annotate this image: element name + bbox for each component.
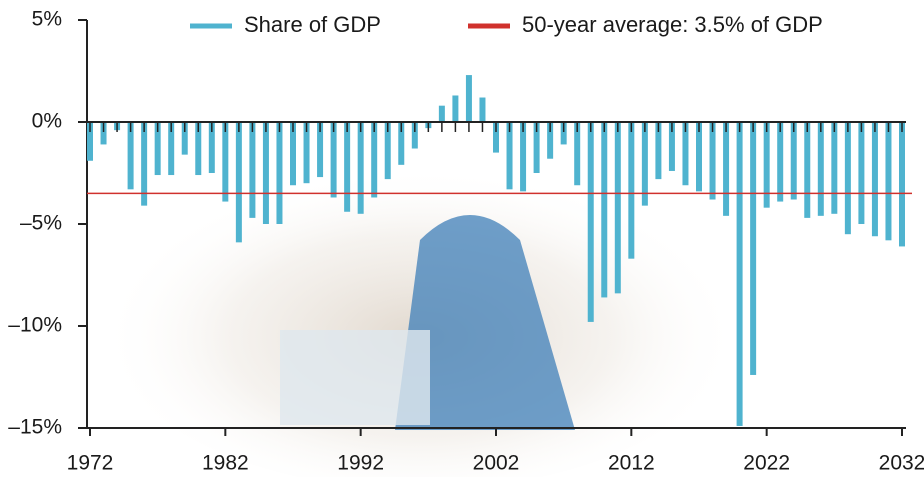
x-tick-label: 2012 bbox=[608, 452, 655, 475]
bar bbox=[899, 122, 905, 246]
bar bbox=[601, 122, 607, 297]
bar bbox=[777, 122, 783, 202]
x-tick-label: 2032 bbox=[879, 452, 924, 475]
bar bbox=[520, 122, 526, 191]
y-tick-label: 5% bbox=[32, 8, 62, 31]
legend-label: Share of GDP bbox=[244, 12, 381, 37]
bar bbox=[452, 95, 458, 122]
x-tick-label: 1992 bbox=[337, 452, 384, 475]
bar bbox=[696, 122, 702, 191]
bar bbox=[466, 75, 472, 122]
bar bbox=[249, 122, 255, 218]
legend-label: 50-year average: 3.5% of GDP bbox=[522, 12, 823, 37]
bar bbox=[872, 122, 878, 236]
x-tick-label: 1982 bbox=[202, 452, 249, 475]
page: {"chart_data": {"type": "bar", "categori… bbox=[0, 0, 924, 477]
x-tick-label: 2002 bbox=[473, 452, 520, 475]
bar bbox=[858, 122, 864, 224]
bar bbox=[710, 122, 716, 200]
x-tick-label: 1972 bbox=[67, 452, 114, 475]
bar bbox=[128, 122, 134, 189]
photo-laptop bbox=[280, 330, 430, 425]
bar bbox=[885, 122, 891, 240]
bar bbox=[723, 122, 729, 216]
bar bbox=[479, 98, 485, 122]
bar bbox=[588, 122, 594, 322]
bar bbox=[331, 122, 337, 197]
bar bbox=[276, 122, 282, 224]
bar bbox=[222, 122, 228, 202]
bar bbox=[750, 122, 756, 375]
bar bbox=[831, 122, 837, 214]
bar bbox=[615, 122, 621, 293]
bar bbox=[804, 122, 810, 218]
bar bbox=[263, 122, 269, 224]
bar bbox=[818, 122, 824, 216]
bar bbox=[737, 122, 743, 426]
bar bbox=[371, 122, 377, 197]
bar bbox=[507, 122, 513, 189]
chart: 5% 0% –5% –10% –15%1972 1982 1992 2002 2012 2022 2… bbox=[0, 0, 924, 477]
bar bbox=[344, 122, 350, 212]
y-tick-label: –10% bbox=[8, 314, 62, 337]
bar bbox=[791, 122, 797, 200]
x-tick-label: 2022 bbox=[743, 452, 790, 475]
bar bbox=[439, 106, 445, 122]
y-tick-label: –5% bbox=[20, 212, 62, 235]
y-tick-label: –15% bbox=[8, 416, 62, 439]
bar bbox=[628, 122, 634, 259]
y-tick-label: 0% bbox=[32, 110, 62, 133]
bar bbox=[764, 122, 770, 208]
bar bbox=[845, 122, 851, 234]
bar bbox=[236, 122, 242, 242]
bar bbox=[358, 122, 364, 214]
